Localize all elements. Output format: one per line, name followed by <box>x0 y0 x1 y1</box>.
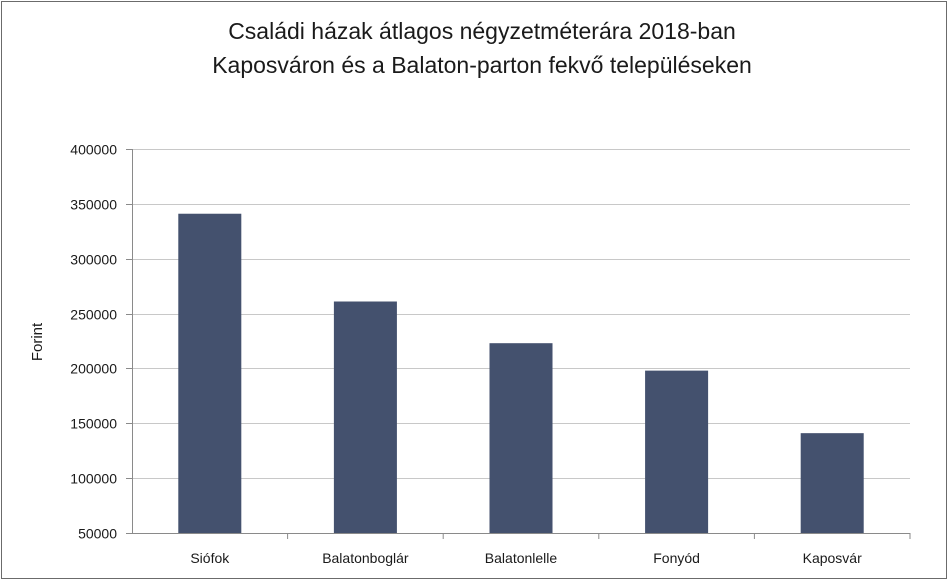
chart-title-line-2: Kaposváron és a Balaton-parton fekvő tel… <box>212 52 752 78</box>
y-tick-label: 350000 <box>70 197 117 213</box>
y-tick-label: 50000 <box>78 526 117 542</box>
y-axis-title: Forint <box>29 322 46 361</box>
x-tick-label: Kaposvár <box>803 550 862 566</box>
y-tick-label: 100000 <box>70 471 117 487</box>
bars <box>178 213 864 533</box>
bar <box>645 370 709 533</box>
chart-title-line-1: Családi házak átlagos négyzetméterára 20… <box>228 18 736 44</box>
y-tick-label: 150000 <box>70 416 117 432</box>
bar <box>178 213 242 533</box>
x-tick-label: Fonyód <box>653 550 700 566</box>
x-tick-labels: Siófok Balatonboglár Balatonlelle Fonyód Kap… <box>190 550 862 566</box>
axes <box>126 149 911 539</box>
x-tick-label: Balatonboglár <box>322 550 409 566</box>
x-tick-label: Balatonlelle <box>485 550 558 566</box>
bar <box>800 433 864 533</box>
y-tick-label: 200000 <box>70 361 117 377</box>
y-tick-label: 250000 <box>70 307 117 323</box>
bar <box>333 301 397 533</box>
bar <box>489 343 553 533</box>
x-tick-label: Siófok <box>190 550 230 566</box>
y-tick-label: 300000 <box>70 252 117 268</box>
y-tick-labels: 50000 100000 150000 200000 250000 300000 35000… <box>70 142 117 542</box>
y-tick-label: 400000 <box>70 142 117 158</box>
